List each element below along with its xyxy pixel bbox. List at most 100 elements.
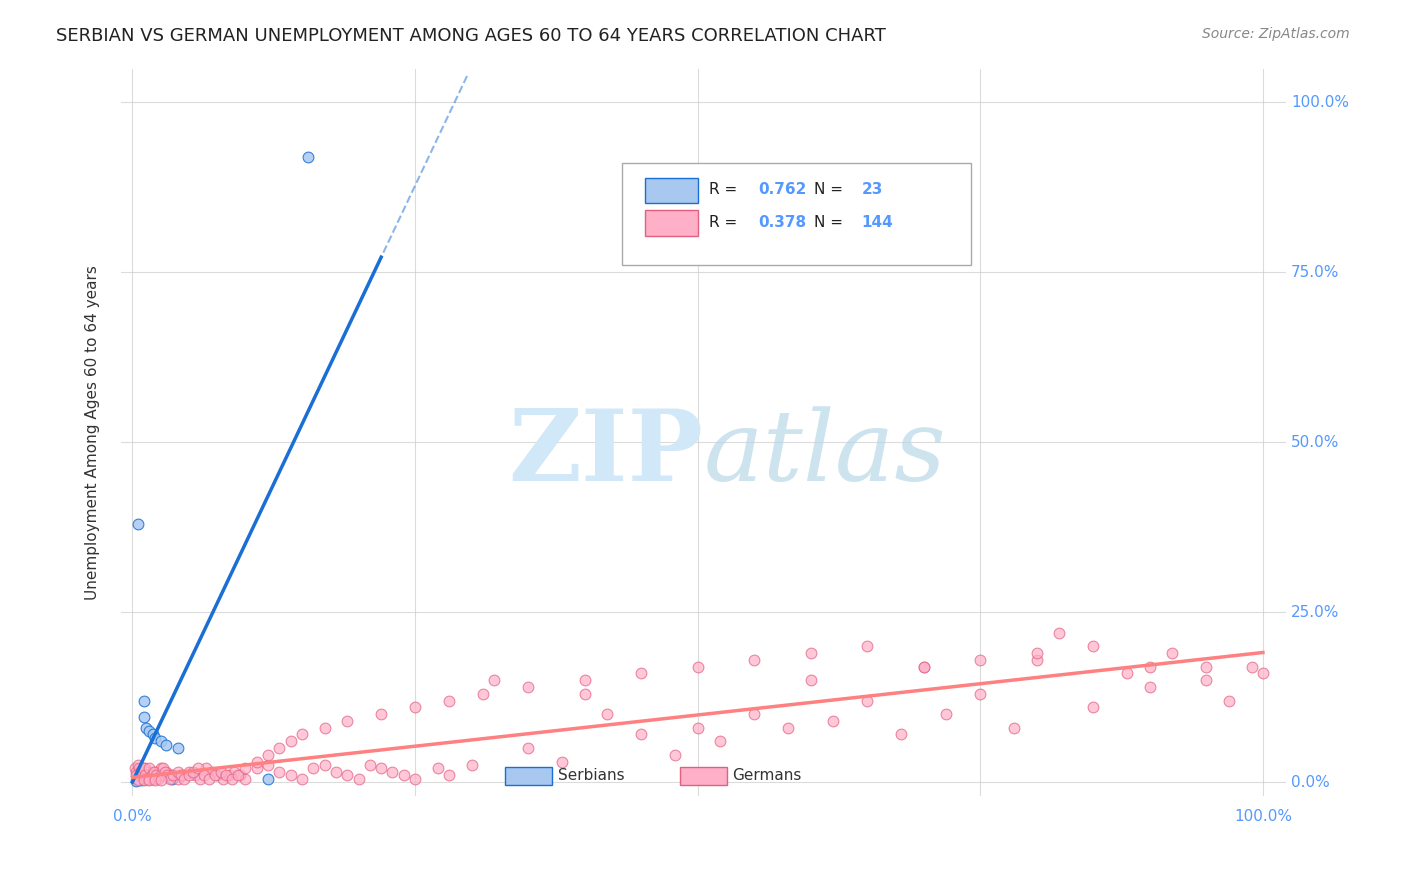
Point: [1116, 666, 1139, 681]
Point: [142, 727, 165, 741]
Point: [336, 768, 359, 782]
Point: [145, 768, 167, 782]
Point: [257, 747, 280, 762]
Point: [823, 714, 845, 728]
Point: [370, 707, 392, 722]
Point: [127, 758, 149, 772]
Point: [131, 768, 153, 782]
Point: [131, 768, 153, 782]
Point: [1218, 693, 1240, 707]
FancyBboxPatch shape: [505, 766, 553, 785]
Point: [280, 768, 302, 782]
Point: [127, 772, 149, 787]
Point: [1025, 653, 1047, 667]
Point: [1161, 646, 1184, 660]
Point: [1139, 680, 1161, 694]
Point: [235, 762, 257, 776]
Text: Source: ZipAtlas.com: Source: ZipAtlas.com: [1202, 27, 1350, 41]
Text: atlas: atlas: [703, 406, 946, 501]
Point: [138, 772, 160, 787]
Point: [370, 762, 392, 776]
Point: [437, 768, 460, 782]
Point: [173, 772, 195, 786]
Point: [517, 741, 540, 756]
Point: [226, 768, 249, 782]
Point: [1025, 646, 1047, 660]
Point: [132, 772, 155, 787]
Point: [132, 710, 155, 724]
Point: [392, 768, 415, 782]
Point: [325, 764, 347, 779]
Point: [1195, 659, 1218, 673]
Point: [166, 772, 188, 786]
Point: [127, 516, 149, 531]
Point: [778, 721, 800, 735]
Point: [155, 738, 177, 752]
Point: [132, 693, 155, 707]
Point: [347, 772, 370, 786]
Point: [437, 693, 460, 707]
Point: [359, 758, 381, 772]
Point: [194, 762, 217, 776]
FancyBboxPatch shape: [645, 211, 697, 235]
Point: [166, 764, 188, 779]
Point: [302, 762, 325, 776]
Point: [156, 768, 179, 782]
Point: [128, 762, 150, 776]
Point: [177, 768, 200, 782]
Point: [269, 764, 291, 779]
Point: [1139, 659, 1161, 673]
Point: [160, 768, 183, 782]
Point: [482, 673, 505, 687]
Point: [800, 673, 823, 687]
Text: 75.0%: 75.0%: [1291, 265, 1340, 280]
Point: [162, 768, 184, 782]
FancyBboxPatch shape: [681, 766, 727, 785]
Point: [280, 734, 302, 748]
Text: R =: R =: [709, 183, 742, 197]
Text: 50.0%: 50.0%: [1291, 434, 1340, 450]
Point: [148, 772, 170, 786]
Point: [128, 772, 150, 786]
Point: [404, 772, 426, 786]
Point: [152, 762, 174, 776]
Y-axis label: Unemployment Among Ages 60 to 64 years: Unemployment Among Ages 60 to 64 years: [86, 265, 100, 599]
Point: [125, 768, 148, 782]
Point: [291, 727, 314, 741]
Point: [212, 772, 235, 786]
Point: [969, 687, 991, 701]
Point: [149, 768, 172, 782]
Point: [686, 659, 709, 673]
Point: [314, 721, 336, 735]
Point: [856, 693, 879, 707]
Point: [404, 700, 426, 714]
Point: [235, 772, 257, 786]
Text: Serbians: Serbians: [558, 768, 624, 783]
Text: ZIP: ZIP: [509, 405, 703, 502]
Point: [138, 772, 160, 787]
Point: [135, 768, 157, 782]
Point: [246, 762, 269, 776]
Point: [686, 721, 709, 735]
Point: [138, 768, 160, 782]
Point: [131, 772, 153, 786]
Text: N =: N =: [814, 215, 848, 230]
Point: [1083, 700, 1105, 714]
Point: [141, 768, 163, 782]
Point: [1195, 673, 1218, 687]
Point: [125, 773, 148, 788]
Point: [204, 768, 226, 782]
Point: [143, 772, 166, 787]
Point: [188, 772, 211, 786]
Point: [198, 772, 221, 786]
Point: [142, 764, 165, 779]
Point: [136, 772, 159, 786]
Point: [596, 707, 619, 722]
Text: SERBIAN VS GERMAN UNEMPLOYMENT AMONG AGES 60 TO 64 YEARS CORRELATION CHART: SERBIAN VS GERMAN UNEMPLOYMENT AMONG AGE…: [56, 27, 886, 45]
Point: [134, 768, 156, 782]
Point: [193, 768, 215, 782]
Point: [135, 721, 157, 735]
Point: [912, 659, 935, 673]
Point: [127, 768, 149, 782]
Point: [1049, 625, 1071, 640]
